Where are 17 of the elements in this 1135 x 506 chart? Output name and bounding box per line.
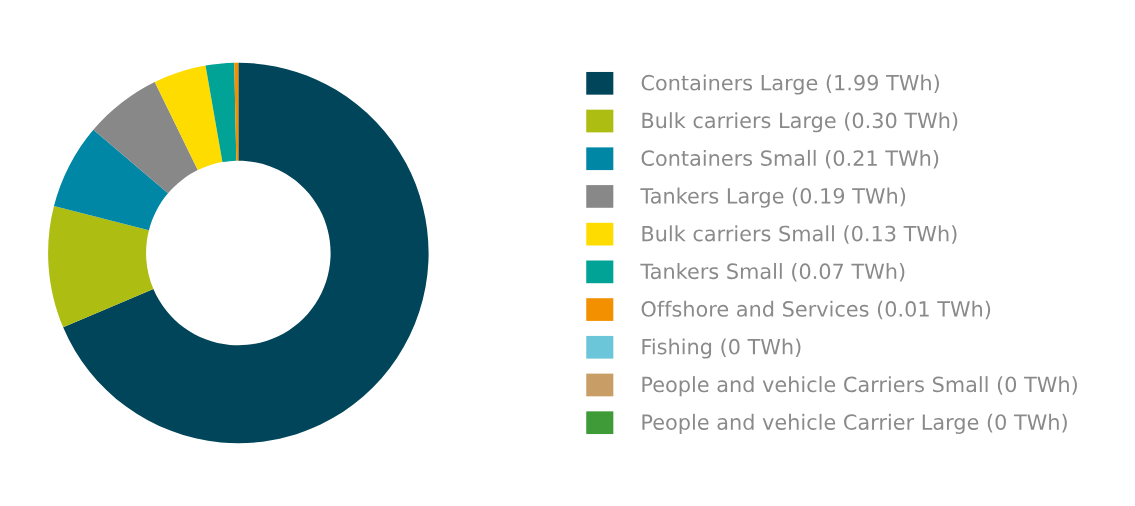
legend-label: People and vehicle Carrier Large (0 TWh) xyxy=(642,413,1067,434)
legend-label: People and vehicle Carriers Small (0 TWh) xyxy=(642,376,1077,397)
legend-label: Bulk carriers Small (0.13 TWh) xyxy=(642,225,957,244)
legend-label: Tankers Small (0.07 TWh) xyxy=(640,263,905,282)
donut-slice xyxy=(154,65,223,171)
legend-label: Fishing (0 TWh) xyxy=(642,338,801,359)
legend-label: Containers Small (0.21 TWh) xyxy=(641,149,939,169)
donut-slice xyxy=(93,82,198,194)
legend-label: Containers Large (1.99 TWh) xyxy=(641,74,939,95)
donut-slice xyxy=(205,62,237,163)
donut-slice xyxy=(48,206,154,328)
legend-label: Tankers Large (0.19 TWh) xyxy=(640,187,906,208)
legend-label: Bulk carriers Large (0.30 TWh) xyxy=(642,112,958,133)
donut-slice xyxy=(234,62,239,161)
legend-label: Offshore and Services (0.01 TWh) xyxy=(641,300,991,320)
donut-slice xyxy=(53,129,169,231)
donut-slice xyxy=(63,62,429,444)
